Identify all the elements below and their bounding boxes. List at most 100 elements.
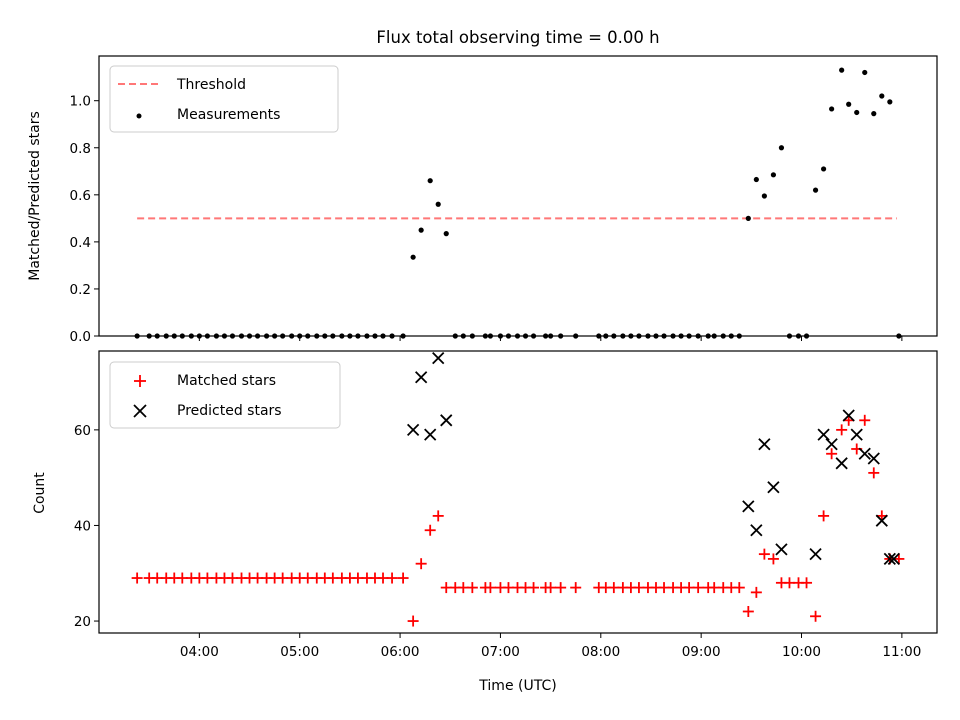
count-x-tick-label: 06:00 <box>381 644 420 660</box>
predicted-star-point <box>850 428 863 441</box>
chart-title: Flux total observing time = 0.00 h <box>376 28 659 47</box>
predicted-star-stroke <box>767 481 780 494</box>
matched-star-point <box>555 582 567 594</box>
count-y-tick-label: 20 <box>74 614 91 630</box>
count-y-ticks: 20 40 60 <box>74 423 99 630</box>
measurement-point <box>871 111 877 117</box>
matched-star-point <box>570 582 582 594</box>
predicted-star-stroke <box>842 409 855 422</box>
matched-star-point <box>545 582 557 594</box>
predicted-star-stroke <box>887 552 900 566</box>
predicted-star-point <box>858 447 871 460</box>
predicted-star-point <box>835 457 848 470</box>
matched-star-point <box>733 582 745 594</box>
predicted-star-stroke <box>742 500 755 513</box>
matched-star-point <box>893 553 905 565</box>
count-axes-frame <box>98 350 938 634</box>
legend-predicted-label: Predicted stars <box>177 403 282 419</box>
matched-star-point <box>424 524 436 536</box>
measurement-point <box>820 166 827 172</box>
predicted-star-stroke <box>825 438 838 451</box>
measurement-point <box>770 172 777 178</box>
predicted-star-stroke <box>406 423 420 437</box>
measurement-point <box>862 69 868 76</box>
measurement-point <box>753 176 759 183</box>
matched-star-point <box>801 577 813 589</box>
predicted-star-point <box>825 438 838 451</box>
matched-star-point <box>767 553 779 565</box>
predicted-star-point <box>767 481 780 494</box>
predicted-star-point <box>775 543 788 556</box>
predicted-star-stroke <box>775 543 788 556</box>
predicted-star-stroke <box>867 452 880 465</box>
measurement-point <box>854 109 860 116</box>
predicted-star-point <box>742 500 755 513</box>
matched-star-point <box>859 414 871 426</box>
measurement-point <box>778 145 785 151</box>
matched-star-point <box>692 582 704 594</box>
count-x-tick-label: 11:00 <box>882 644 921 660</box>
ratio-legend-box <box>109 65 339 133</box>
legend-threshold-label: Threshold <box>176 77 246 93</box>
predicted-star-point <box>875 514 888 527</box>
measurement-point <box>846 101 852 107</box>
matched-star-point <box>131 572 143 584</box>
measurement-point <box>443 231 449 237</box>
count-legend-box <box>109 361 341 429</box>
matched-star-point <box>836 424 848 436</box>
matched-star-point <box>415 558 427 570</box>
ratio-y-tick-label: 1.0 <box>70 94 91 110</box>
matched-star-point <box>750 586 762 598</box>
legend-measurements-label: Measurements <box>177 107 280 123</box>
matched-star-point <box>742 605 754 617</box>
predicted-star-stroke <box>440 414 453 427</box>
predicted-star-stroke <box>432 352 445 365</box>
predicted-star-point <box>867 452 880 465</box>
matched-star-point <box>826 448 838 460</box>
measurement-point <box>879 93 885 99</box>
count-x-tick-label: 05:00 <box>280 644 319 660</box>
predicted-star-stroke <box>758 438 771 451</box>
ratio-y-ticks: 0.0 0.2 0.4 0.6 0.8 1.0 <box>70 94 99 345</box>
predicted-star-point <box>883 552 896 566</box>
legend-predicted-swatch <box>133 404 147 418</box>
measurement-point <box>887 99 893 105</box>
measurement-point <box>839 67 845 73</box>
ratio-legend: Threshold Measurements <box>109 65 339 133</box>
matched-star-point <box>386 572 398 584</box>
matched-star-point <box>484 582 496 594</box>
measurement-point <box>410 254 416 260</box>
predicted-star-point <box>887 552 900 566</box>
count-x-tick-label: 09:00 <box>682 644 721 660</box>
predicted-star-stroke <box>835 457 848 470</box>
measurement-point <box>761 193 767 199</box>
predicted-star-point <box>750 524 763 537</box>
predicted-star-point <box>817 428 830 441</box>
ratio-y-tick-label: 0.4 <box>70 235 91 251</box>
count-y-tick-label: 60 <box>74 423 91 439</box>
measurement-point <box>812 187 819 193</box>
predicted-star-stroke <box>424 428 437 441</box>
predicted-star-point <box>809 547 822 561</box>
count-x-tick-label: 10:00 <box>782 644 821 660</box>
predicted-star-stroke <box>415 371 428 384</box>
matched-star-point <box>432 510 444 522</box>
matched-star-point <box>397 572 409 584</box>
count-x-tick-label: 07:00 <box>481 644 520 660</box>
measurement-point <box>829 106 835 112</box>
matched-star-point <box>528 582 540 594</box>
predicted-star-point <box>406 423 420 437</box>
matched-star-point <box>868 467 880 479</box>
ratio-axes-frame <box>98 55 938 337</box>
measurement-point <box>745 215 751 221</box>
ratio-y-axis-label: Matched/Predicted stars <box>27 111 43 281</box>
x-axis-label: Time (UTC) <box>478 678 556 694</box>
predicted-star-stroke <box>809 547 822 561</box>
predicted-star-stroke <box>850 428 863 441</box>
matched-star-point <box>466 582 478 594</box>
predicted-star-stroke <box>875 514 888 527</box>
count-x-ticks: 04:00 05:00 06:00 07:00 08:00 09:00 10:00 11:00 <box>180 633 921 660</box>
count-y-tick-label: 40 <box>74 518 91 534</box>
